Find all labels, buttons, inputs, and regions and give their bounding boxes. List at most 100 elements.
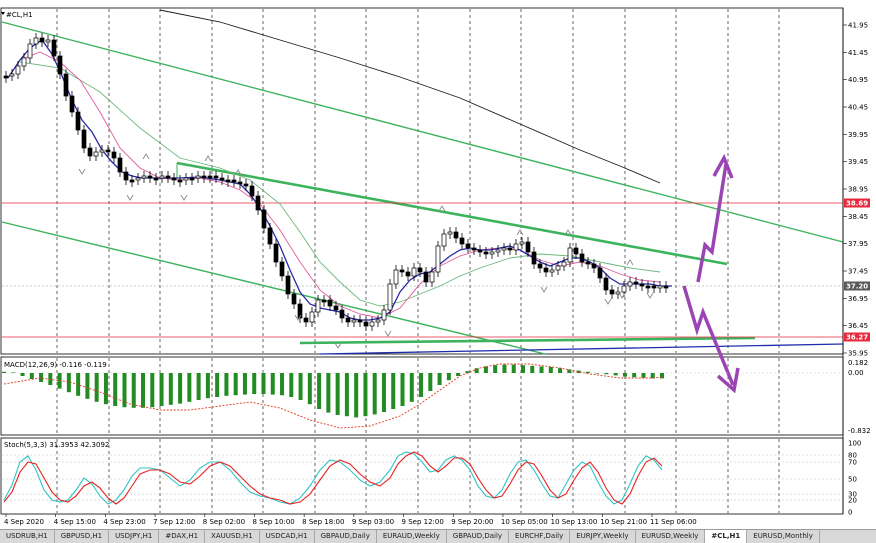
svg-text:36.27: 36.27 — [846, 334, 868, 342]
time-axis[interactable]: 4 Sep 2020 4 Sep 15:00 4 Sep 23:00 7 Sep 12… — [4, 514, 697, 526]
candlestick — [501, 243, 507, 255]
fractal-up-icon — [438, 205, 446, 212]
candlestick — [135, 173, 141, 185]
price-tick-label: 35.95 — [848, 350, 868, 358]
candlestick — [573, 243, 579, 259]
fractal-down-icon — [78, 168, 86, 175]
trading-chart[interactable]: 41.95 41.45 40.95 40.45 39.95 39.45 38.95 38.45… — [0, 0, 876, 529]
chart-tab[interactable]: EURCHF,Daily — [509, 530, 571, 543]
macd-bar — [187, 373, 192, 402]
candlestick — [297, 299, 303, 323]
macd-bar — [205, 373, 210, 399]
candlestick — [393, 265, 399, 289]
macd-bar — [585, 371, 590, 373]
candlestick — [309, 307, 315, 327]
chart-tab[interactable]: EURUSD,Weekly — [636, 530, 706, 543]
fractal-up-icon — [516, 229, 524, 236]
macd-bar — [224, 373, 229, 396]
candlestick — [399, 265, 405, 277]
candlestick — [615, 287, 621, 299]
candlestick — [387, 279, 393, 315]
price-tick-label: 40.95 — [848, 76, 868, 84]
macd-bar — [335, 373, 340, 415]
candlestick — [45, 35, 51, 47]
wedge-support-line — [299, 336, 756, 345]
candlestick — [579, 249, 585, 267]
candlestick — [111, 147, 117, 163]
candlestick — [51, 35, 57, 61]
price-tick-label: 39.95 — [848, 131, 868, 139]
candlestick — [609, 285, 615, 299]
macd-bar — [483, 366, 488, 373]
candlestick — [639, 279, 645, 291]
candlestick — [663, 281, 669, 293]
candlestick — [303, 313, 309, 327]
candlestick — [633, 277, 639, 289]
price-axis[interactable]: 41.95 41.45 40.95 40.45 39.95 39.45 38.95 38.45… — [842, 8, 868, 514]
bearish-arrow-head — [716, 367, 740, 394]
price-tick-label: 41.95 — [848, 22, 868, 30]
macd-bar — [558, 368, 563, 373]
macd-tick-label: 0.00 — [848, 369, 864, 377]
candlestick — [129, 175, 135, 187]
chart-tab[interactable]: XAUUSD,H1 — [205, 530, 260, 543]
chart-tab[interactable]: USDRUB,H1 — [0, 530, 55, 543]
fractal-down-icon — [294, 314, 302, 321]
candlestick — [429, 267, 435, 287]
fractal-down-icon — [334, 342, 342, 349]
stochastic-signal-line — [3, 451, 663, 505]
macd-bar — [391, 373, 396, 409]
candlestick — [249, 181, 255, 201]
symbol-timeframe-label: #CL,H1 — [6, 11, 33, 19]
candlestick — [3, 71, 9, 83]
chart-tab[interactable]: GBPAUD,Daily — [315, 530, 377, 543]
chart-tab[interactable]: #DAX,H1 — [159, 530, 206, 543]
macd-bar — [363, 373, 368, 417]
candlestick — [423, 267, 429, 287]
candlestick — [441, 229, 447, 251]
macd-bar — [39, 373, 44, 382]
price-tick-label: 38.95 — [848, 186, 868, 194]
chart-tab[interactable]: USDCAD,H1 — [260, 530, 315, 543]
candlestick — [405, 267, 411, 281]
macd-bar — [530, 365, 535, 373]
macd-bar — [178, 373, 183, 404]
fractal-down-icon — [384, 330, 392, 337]
macd-bar — [270, 373, 275, 395]
candlestick — [153, 173, 159, 185]
moving-averages — [7, 9, 672, 321]
macd-signal-line — [3, 363, 665, 429]
candlestick — [339, 305, 345, 323]
macd-bar — [344, 373, 349, 417]
fractal-up-icon — [564, 229, 572, 236]
macd-bar — [122, 373, 127, 408]
chart-dropdown-icon[interactable] — [1, 12, 5, 15]
macd-bar — [242, 373, 247, 395]
chart-tab[interactable]: EURUSD,Monthly — [747, 530, 820, 543]
candlestick — [519, 237, 525, 249]
svg-text:37.20: 37.20 — [846, 283, 868, 291]
price-tick-label: 37.95 — [848, 240, 868, 248]
macd-bar — [381, 373, 386, 412]
chart-tab[interactable]: EURAUD,Weekly — [377, 530, 447, 543]
macd-bar — [474, 368, 479, 373]
chart-tab[interactable]: GBPAUD,Daily — [447, 530, 510, 543]
chart-tab[interactable]: USDJPY,H1 — [109, 530, 160, 543]
chart-tab[interactable]: #CL,H1 — [705, 530, 748, 543]
time-tick-label: 10 Sep 05:00 — [501, 518, 548, 526]
chart-tab[interactable]: EURJPY,Weekly — [570, 530, 636, 543]
chart-tab[interactable]: GBPUSD,H1 — [55, 530, 110, 543]
fractal-down-icon — [604, 298, 612, 305]
candlestick — [165, 171, 171, 183]
candlestick — [381, 305, 387, 325]
candlestick — [651, 281, 657, 293]
time-tick-label: 9 Sep 03:00 — [352, 518, 394, 526]
macd-bar — [66, 373, 71, 393]
stoch-tick-label: 20 — [848, 497, 857, 505]
macd-bar — [465, 371, 470, 373]
chart-tabs-bar[interactable]: USDRUB,H1 GBPUSD,H1 USDJPY,H1 #DAX,H1 XAUUSD… — [0, 529, 876, 543]
candlestick — [537, 259, 543, 273]
price-marker-tag: 38.69 — [844, 198, 870, 208]
candlestick — [141, 171, 147, 183]
candlestick — [39, 33, 45, 47]
